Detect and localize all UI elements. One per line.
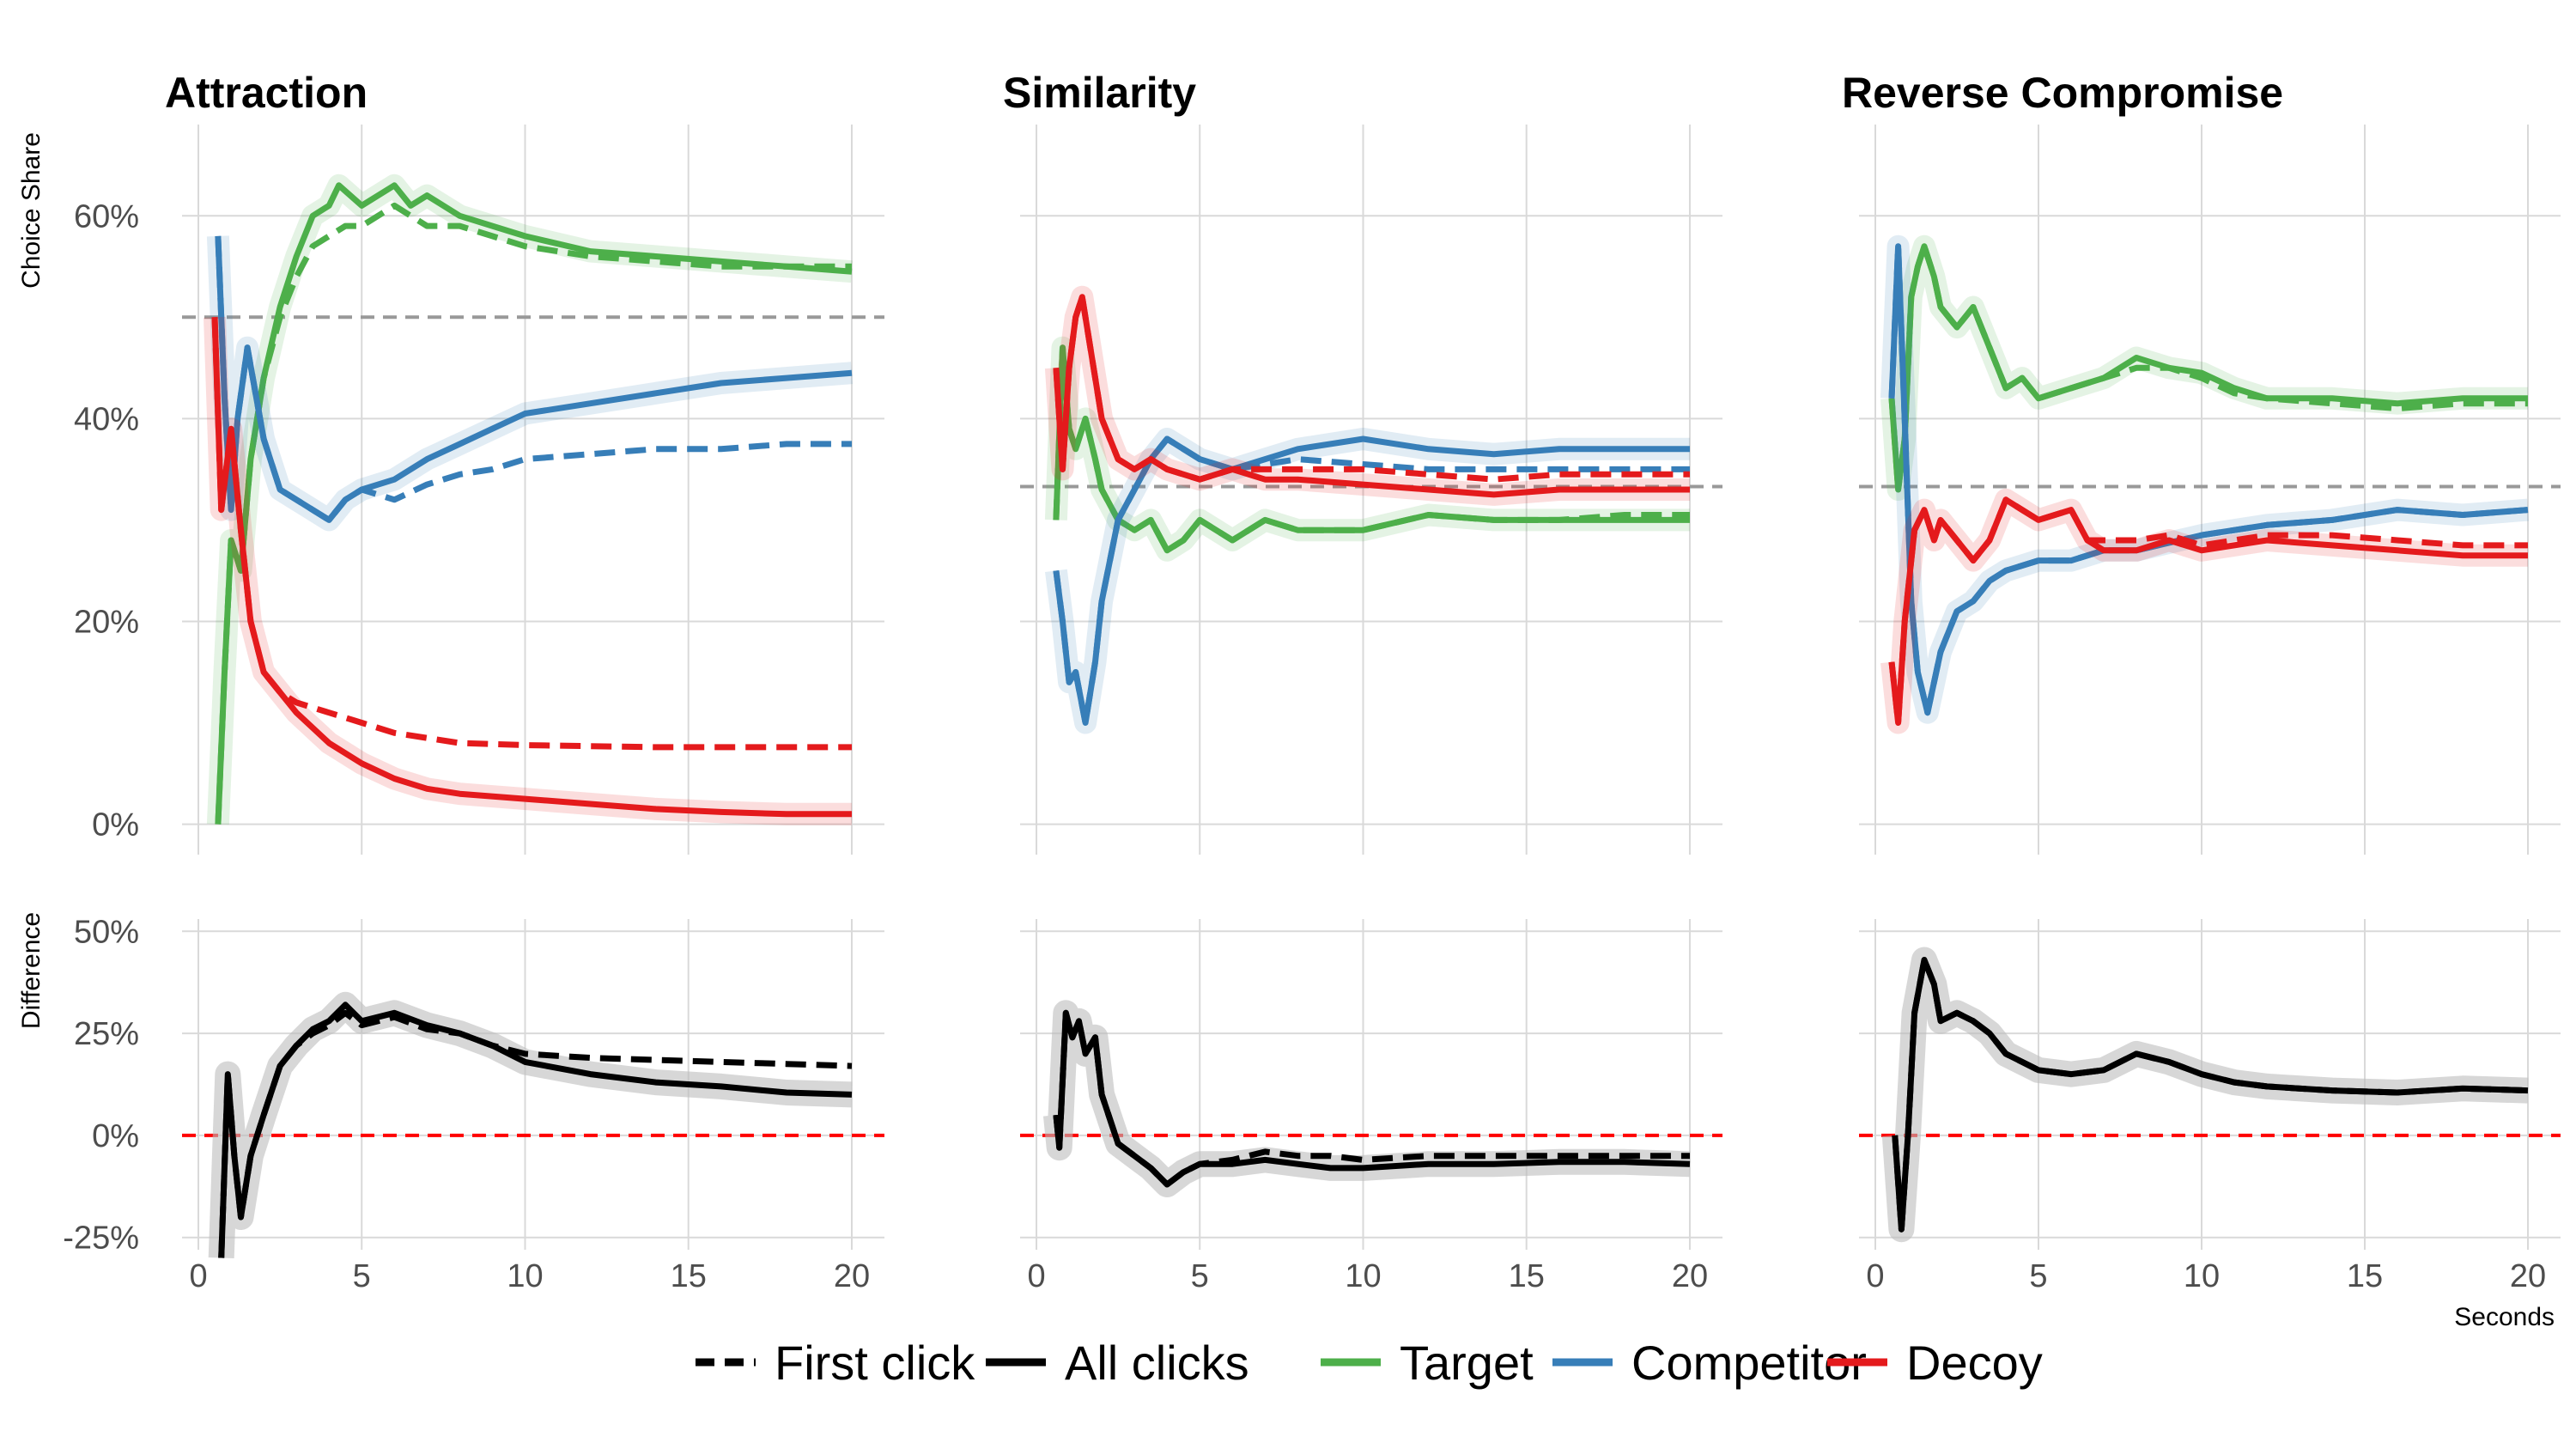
confidence-band-difference [1881,947,2529,1243]
x-tick-label: 0 [1027,1258,1045,1294]
legend-label-all-clicks: All clicks [1065,1336,1249,1390]
x-tick-label: 20 [1672,1258,1708,1294]
x-tick-label: 10 [1345,1258,1381,1294]
x-tick-label: 15 [671,1258,707,1294]
x-tick-label: 20 [2510,1258,2546,1294]
x-tick-label: 5 [1191,1258,1209,1294]
legend-label-decoy: Decoy [1906,1336,2043,1390]
y-tick-label: 60% [74,198,139,234]
y-tick-label: 25% [74,1016,139,1052]
panel-title: Attraction [165,69,368,117]
line-target-all-clicks [1888,243,2528,493]
x-tick-label: 15 [1509,1258,1545,1294]
line-decoy-all-clicks [1053,294,1690,498]
line-decoy-all-clicks [1888,496,2528,726]
x-tick-label: 0 [1866,1258,1884,1294]
confidence-band-target [1880,234,2528,501]
y-tick-label: 40% [74,401,139,437]
y-tick-label: 50% [74,914,139,950]
panel-title: Similarity [1003,69,1196,117]
confidence-band-difference [208,991,853,1259]
x-tick-label: 5 [353,1258,371,1294]
x-tick-label: 5 [2029,1258,2047,1294]
line-decoy-all-clicks [211,317,852,818]
x-tick-label: 0 [189,1258,207,1294]
line-competitor-all-clicks [215,235,853,523]
x-tick-label: 20 [834,1258,870,1294]
panel-reverse-compromise: Reverse Compromise 0 5 10 15 20 [1842,69,2561,1294]
legend-label-target: Target [1400,1336,1534,1390]
x-tick-label: 10 [2184,1258,2220,1294]
legend-label-first-click: First click [775,1336,975,1390]
line-target-all-clicks [215,182,853,825]
line-difference-all-clicks [1892,957,2529,1233]
line-target-all-clicks [1053,344,1690,554]
panel-similarity: Similarity 0 5 10 15 20 [1003,69,1722,1294]
y-tick-label: 0% [92,1118,139,1154]
bottom-y-axis-label: Difference [17,912,46,1029]
top-y-axis-label: Choice Share [17,132,46,289]
x-tick-label: 15 [2347,1258,2383,1294]
line-competitor-all-clicks [1053,435,1690,726]
y-tick-label: -25% [63,1221,139,1257]
line-difference-all-clicks [218,1002,853,1258]
legend: First click All clicks Target Competitor Dec… [696,1336,2043,1390]
y-tick-label: 0% [92,807,139,843]
x-axis-label: Seconds [2454,1303,2555,1331]
panels-group: Attraction 0% 20% 40% 60% -25% 0% 25% 50% 0 5 10 15 2… [63,69,2561,1294]
panel-title: Reverse Compromise [1842,69,2283,117]
line-difference-all-clicks [1053,1009,1691,1188]
x-tick-label: 10 [507,1258,543,1294]
line-competitor-all-clicks [1888,243,2529,716]
confidence-band-decoy [204,316,852,825]
y-tick-label: 20% [74,604,139,640]
panel-attraction: Attraction 0% 20% 40% 60% -25% 0% 25% 50% 0 5 10 15 2… [63,69,884,1294]
